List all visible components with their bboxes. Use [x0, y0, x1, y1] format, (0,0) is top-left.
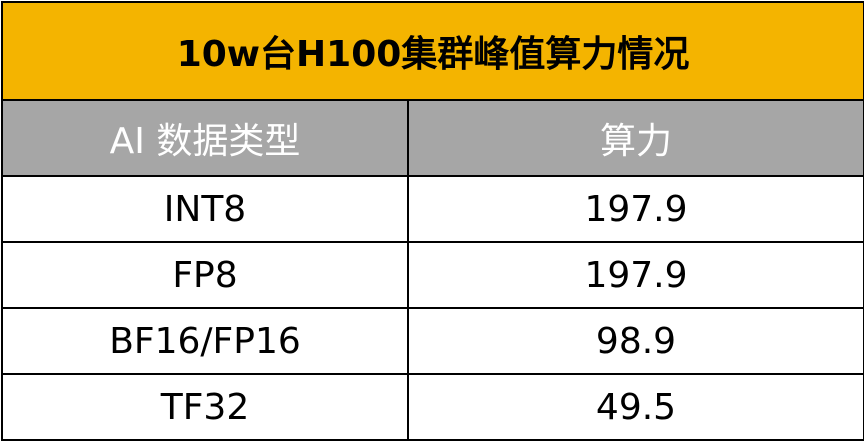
header-data-type: AI 数据类型: [1, 99, 409, 177]
table-title: 10w台H100集群峰值算力情况: [0, 1, 864, 101]
cell-compute: 197.9: [406, 175, 864, 243]
title-row: 10w台H100集群峰值算力情况: [0, 1, 864, 101]
cell-data-type: TF32: [1, 373, 409, 441]
header-row: AI 数据类型 算力: [1, 99, 864, 177]
cell-data-type: INT8: [1, 175, 409, 243]
table-row: TF32 49.5: [1, 373, 864, 441]
cell-compute: 197.9: [406, 241, 864, 309]
cell-compute: 49.5: [406, 373, 864, 441]
cell-data-type: FP8: [1, 241, 409, 309]
header-compute: 算力: [406, 99, 864, 177]
table-row: FP8 197.9: [1, 241, 864, 309]
table-row: INT8 197.9: [1, 175, 864, 243]
table-row: BF16/FP16 98.9: [1, 307, 864, 375]
cell-data-type: BF16/FP16: [1, 307, 409, 375]
cell-compute: 98.9: [406, 307, 864, 375]
